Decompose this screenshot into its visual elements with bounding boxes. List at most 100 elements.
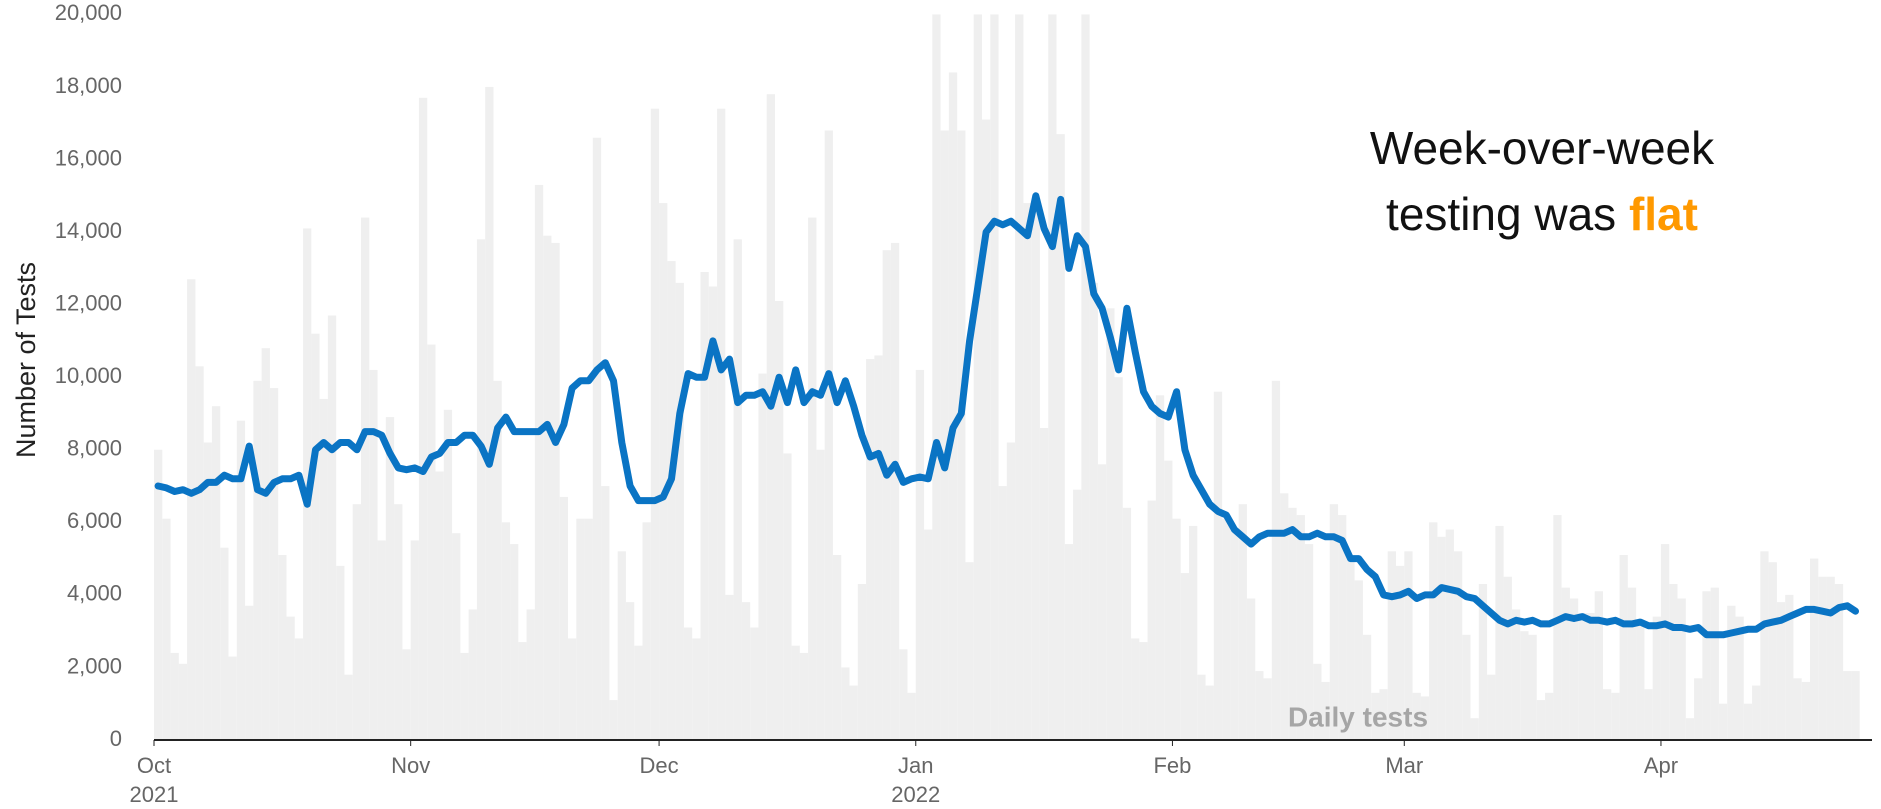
bar	[1445, 529, 1454, 740]
bar	[1379, 689, 1388, 740]
bar	[1727, 605, 1736, 740]
annotation-highlight: flat	[1629, 188, 1698, 240]
bar	[1669, 583, 1678, 740]
bar	[228, 656, 237, 740]
bar	[1694, 678, 1703, 740]
bar	[1313, 663, 1322, 740]
bar	[211, 406, 221, 740]
bar	[1768, 562, 1777, 740]
x-tick-label: Feb	[1153, 753, 1191, 778]
bar	[286, 616, 295, 740]
y-tick-label: 0	[110, 726, 122, 751]
bar	[1735, 616, 1744, 740]
bar	[220, 547, 229, 740]
x-tick-label: Dec	[640, 753, 679, 778]
bar	[1437, 536, 1446, 740]
bar	[1371, 692, 1380, 740]
line	[154, 192, 1859, 639]
bar	[178, 663, 188, 740]
bar	[1354, 580, 1363, 740]
bar	[1213, 391, 1223, 740]
bar	[783, 453, 792, 740]
bar	[1164, 460, 1173, 740]
bar	[551, 242, 560, 741]
x-tick-label-line: Dec	[640, 753, 679, 778]
y-tick-label: 2,000	[67, 653, 122, 678]
bar	[170, 652, 179, 740]
bar	[377, 540, 386, 740]
x-tick-label: Jan 2022	[891, 753, 940, 807]
y-tick-label: 18,000	[55, 73, 122, 98]
bar	[1404, 551, 1413, 740]
bar	[899, 649, 908, 740]
bar	[1677, 598, 1686, 740]
bar	[965, 562, 974, 740]
bar	[476, 239, 486, 740]
bar	[907, 692, 916, 740]
bar	[1619, 554, 1628, 740]
bar	[601, 486, 610, 740]
bar	[385, 417, 395, 740]
bar	[1528, 634, 1537, 740]
bar	[460, 652, 469, 740]
bar	[866, 359, 875, 740]
bar	[857, 583, 867, 740]
bar	[1453, 551, 1463, 740]
bar	[849, 685, 858, 740]
bar	[543, 235, 552, 740]
y-tick-label: 14,000	[55, 218, 122, 243]
bar	[1685, 718, 1695, 740]
bar	[932, 14, 941, 740]
bar-layer	[154, 14, 1860, 741]
bar	[1255, 671, 1264, 740]
bar	[485, 86, 494, 740]
bar	[700, 271, 709, 740]
bar	[311, 333, 320, 740]
axis-layer: 0 2,000 4,000 6,000 8,000 10,000 12,000 14,000 1…	[55, 0, 122, 751]
annotation-text: testing was	[1386, 188, 1616, 240]
bar	[1189, 525, 1198, 740]
bar	[1238, 504, 1247, 740]
bar	[733, 239, 742, 740]
bar	[253, 380, 262, 740]
bar	[1627, 587, 1637, 740]
bar	[775, 301, 784, 740]
bar	[1097, 464, 1107, 740]
bar	[1147, 500, 1156, 740]
y-tick-label: 8,000	[67, 436, 122, 461]
x-tick-label-line: Apr	[1644, 753, 1678, 778]
bar	[890, 242, 900, 741]
x-tick-label: Nov	[391, 753, 430, 778]
bar	[1785, 594, 1794, 740]
bar	[327, 315, 337, 740]
bar	[1222, 518, 1231, 740]
bar	[1172, 518, 1181, 740]
x-tick-label-line: 2021	[130, 782, 179, 807]
y-tick-label: 20,000	[55, 0, 122, 25]
bar	[1031, 206, 1040, 740]
bar	[1843, 671, 1852, 740]
x-tick-label-line: 2022	[891, 782, 940, 807]
bar	[584, 518, 593, 740]
bar	[510, 544, 519, 740]
bar	[791, 645, 800, 740]
bar	[940, 130, 949, 741]
bar	[1776, 602, 1786, 740]
bar	[1487, 674, 1496, 740]
bar	[402, 649, 411, 740]
bar	[750, 627, 759, 740]
bar	[625, 602, 635, 740]
x-tick-label-line: Feb	[1153, 753, 1191, 778]
bar-series-label: Daily tests	[1288, 701, 1428, 732]
annotation: testing was flat	[1386, 188, 1698, 240]
bar	[1801, 681, 1810, 740]
bar	[1338, 515, 1347, 740]
bar	[493, 380, 502, 740]
bar	[725, 594, 734, 740]
bar	[195, 366, 204, 740]
bar	[758, 373, 767, 740]
bar	[1793, 678, 1802, 740]
bar	[534, 184, 544, 740]
bar	[1197, 674, 1206, 740]
bar	[592, 137, 602, 740]
